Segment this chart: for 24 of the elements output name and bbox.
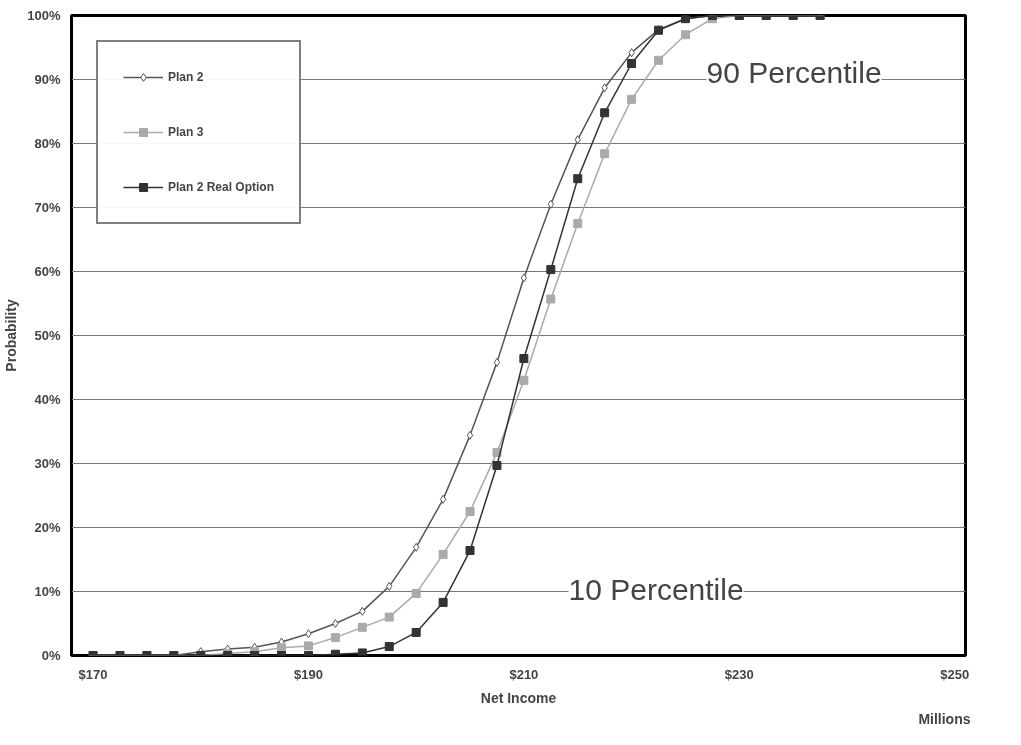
- y-tick-label: 0%: [41, 648, 61, 663]
- y-tick-label: 70%: [34, 200, 61, 215]
- y-tick-label: 100%: [27, 8, 61, 23]
- annotation: 90 Percentile: [706, 56, 882, 89]
- y-tick-label: 40%: [34, 392, 61, 407]
- x-tick-label: $170: [78, 666, 108, 682]
- y-tick-label: 50%: [34, 328, 61, 343]
- y-tick-label: 60%: [34, 264, 61, 279]
- y-axis-title: Probability: [3, 299, 20, 372]
- x-tick-label: $190: [294, 666, 323, 682]
- legend-label: Plan 2: [168, 70, 204, 84]
- y-tick-label: 10%: [34, 584, 61, 599]
- y-tick-label: 90%: [34, 72, 61, 87]
- x-tick-label: $250: [940, 666, 970, 682]
- legend-label: Plan 3: [168, 125, 204, 139]
- annotation: 10 Percentile: [568, 573, 744, 606]
- x-axis-title: Net Income: [480, 689, 557, 706]
- y-tick-label: 30%: [34, 456, 61, 471]
- text: Millions: [918, 710, 971, 727]
- y-tick-label: 80%: [34, 136, 61, 151]
- legend-label: Plan 2 Real Option: [168, 180, 275, 194]
- x-tick-label: $230: [724, 666, 754, 682]
- x-tick-label: $210: [509, 666, 539, 682]
- y-tick-label: 20%: [34, 520, 61, 535]
